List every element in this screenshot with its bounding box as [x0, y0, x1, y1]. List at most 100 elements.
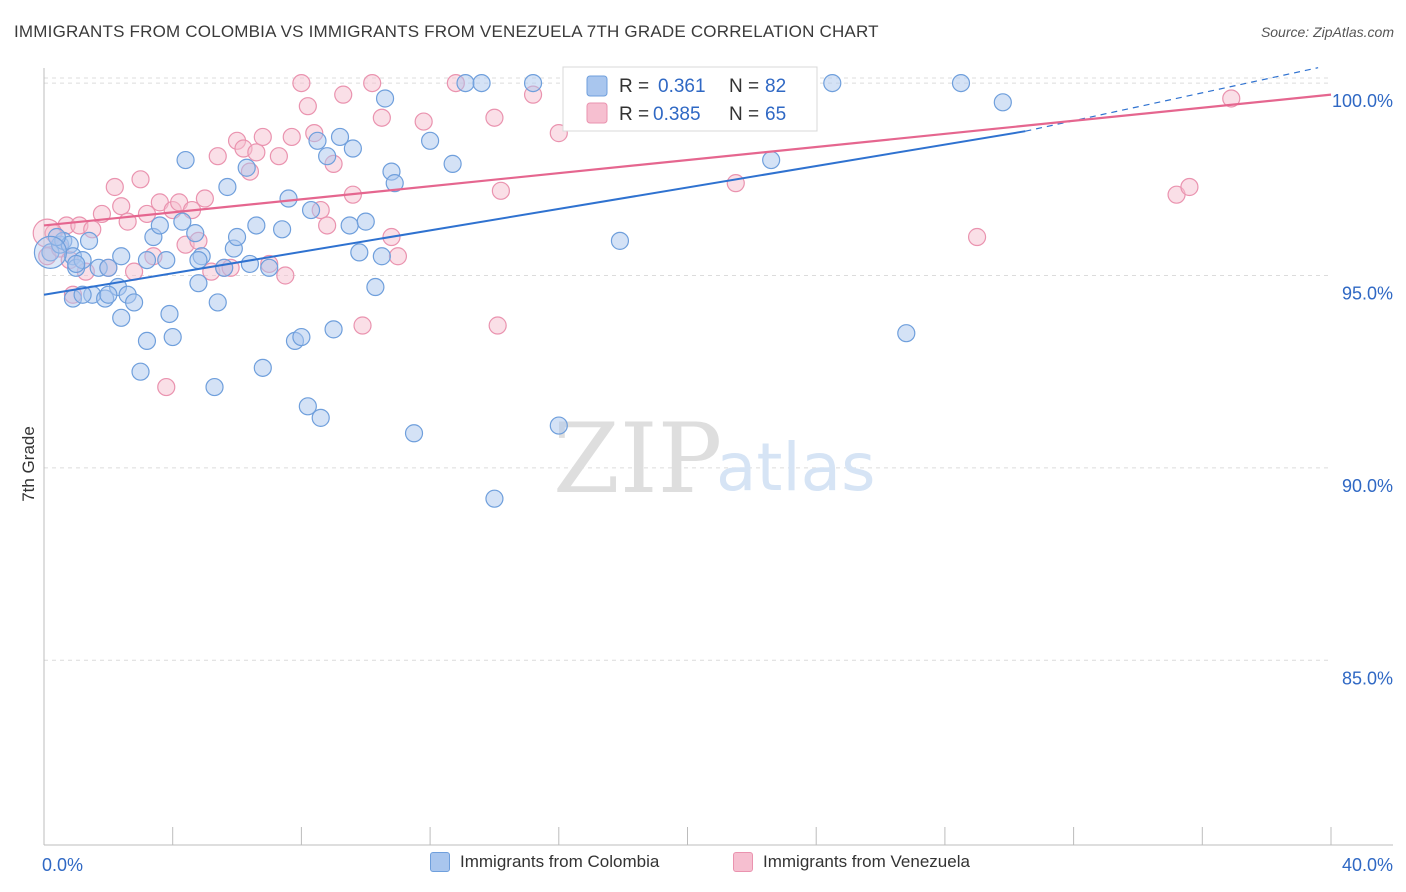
- colombia-point: [79, 231, 99, 250]
- legend-label-colombia: Immigrants from Colombia: [460, 852, 660, 871]
- colombia-point: [67, 254, 86, 274]
- colombia-point: [112, 308, 131, 327]
- trend-lines: [43, 67, 1332, 296]
- colombia-point: [340, 216, 359, 235]
- legend-r-value-venezuela: 0.385: [653, 104, 701, 125]
- trend-line-venezuela: [43, 93, 1332, 227]
- colombia-point: [301, 200, 321, 220]
- colombia-point: [73, 285, 92, 304]
- legend-item-venezuela: Immigrants from Venezuela: [733, 852, 970, 872]
- legend-top: R = 0.361 N = 82 R = 0.385 N = 65: [562, 66, 818, 132]
- colombia-point: [189, 274, 208, 293]
- watermark: ZIP atlas: [553, 403, 876, 515]
- colombia-point: [260, 258, 279, 277]
- venezuela-point: [276, 266, 295, 285]
- trend-line-colombia: [43, 130, 1026, 296]
- colombia-point: [218, 177, 237, 197]
- colombia-point: [150, 216, 169, 235]
- colombia-point: [215, 258, 234, 277]
- legend-label-venezuela: Immigrants from Venezuela: [763, 852, 970, 871]
- colombia-point: [279, 189, 298, 208]
- colombia-point: [897, 324, 916, 343]
- venezuela-point: [292, 73, 311, 93]
- colombia-point: [157, 250, 176, 270]
- colombia-point: [163, 327, 182, 347]
- chart-title: IMMIGRANTS FROM COLOMBIA VS IMMIGRANTS F…: [14, 22, 879, 41]
- colombia-point: [443, 154, 462, 173]
- colombia-point: [137, 331, 157, 351]
- venezuela-point: [112, 197, 131, 216]
- venezuela-point: [282, 127, 301, 147]
- colombia-point: [308, 131, 327, 150]
- venezuela-point: [157, 377, 176, 397]
- legend-n-label-venezuela: N =: [729, 104, 759, 125]
- y-tick-label: 85.0%: [1342, 668, 1393, 688]
- legend-r-value-colombia: 0.361: [658, 76, 706, 97]
- x-tick-label: 0.0%: [42, 855, 83, 875]
- colombia-point: [112, 247, 131, 266]
- colombia-point: [99, 285, 118, 304]
- colombia-point: [472, 73, 491, 93]
- colombia-point: [311, 408, 330, 427]
- venezuela-point: [298, 97, 317, 116]
- venezuela-point: [195, 189, 214, 208]
- watermark-zip: ZIP: [553, 403, 722, 515]
- legend-item-colombia: Immigrants from Colombia: [430, 852, 659, 872]
- colombia-point: [356, 212, 375, 231]
- x-tick-label: 40.0%: [1342, 855, 1393, 875]
- y-tick-label: 95.0%: [1342, 283, 1393, 303]
- colombia-point: [186, 224, 205, 243]
- venezuela-point: [1222, 89, 1241, 108]
- venezuela-point: [247, 143, 266, 162]
- venezuela-point: [353, 316, 372, 335]
- series-colombia-points: [33, 73, 1012, 508]
- colombia-point: [131, 362, 150, 381]
- colombia-point: [205, 377, 224, 397]
- y-tick-labels: 85.0% 90.0% 95.0% 100.0%: [1332, 91, 1393, 688]
- colombia-point-cluster: [33, 235, 68, 270]
- legend-swatch-venezuela: [586, 102, 608, 124]
- colombia-point: [404, 424, 424, 443]
- legend-n-value-colombia: 82: [765, 76, 786, 97]
- venezuela-point: [208, 147, 227, 166]
- legend-swatch-colombia-bottom: [430, 852, 450, 872]
- colombia-point: [456, 73, 475, 93]
- venezuela-point: [488, 316, 507, 335]
- y-axis-label: 7th Grade: [19, 426, 38, 502]
- venezuela-point: [388, 247, 408, 266]
- colombia-point: [318, 147, 337, 166]
- venezuela-point: [414, 112, 433, 131]
- y-tick-label: 90.0%: [1342, 476, 1393, 496]
- legend-swatch-colombia: [586, 75, 608, 97]
- venezuela-point: [131, 170, 150, 189]
- colombia-point: [485, 489, 504, 508]
- colombia-point: [366, 277, 385, 297]
- colombia-point: [237, 158, 256, 177]
- colombia-point: [993, 93, 1012, 112]
- venezuela-point: [318, 216, 337, 235]
- venezuela-point: [269, 147, 288, 166]
- colombia-point: [762, 150, 781, 170]
- colombia-point: [173, 212, 192, 231]
- colombia-point: [330, 127, 350, 147]
- legend-n-label-colombia: N =: [729, 76, 759, 97]
- axes: [43, 68, 1393, 846]
- venezuela-point: [372, 108, 391, 127]
- colombia-point: [610, 231, 630, 250]
- colombia-point: [375, 89, 395, 108]
- x-tick-labels: 0.0% 40.0%: [42, 855, 1393, 875]
- legend-swatch-venezuela-bottom: [733, 852, 753, 872]
- venezuela-point: [363, 73, 382, 93]
- colombia-point: [350, 243, 369, 262]
- colombia-point: [385, 174, 404, 193]
- colombia-point: [189, 250, 208, 270]
- legend-r-label-colombia: R =: [619, 76, 649, 97]
- venezuela-point: [1180, 177, 1199, 197]
- colombia-point: [160, 304, 179, 324]
- colombia-point: [372, 247, 391, 266]
- colombia-point: [343, 139, 362, 158]
- venezuela-point: [726, 174, 745, 193]
- colombia-point: [99, 258, 118, 277]
- colombia-point: [292, 327, 311, 347]
